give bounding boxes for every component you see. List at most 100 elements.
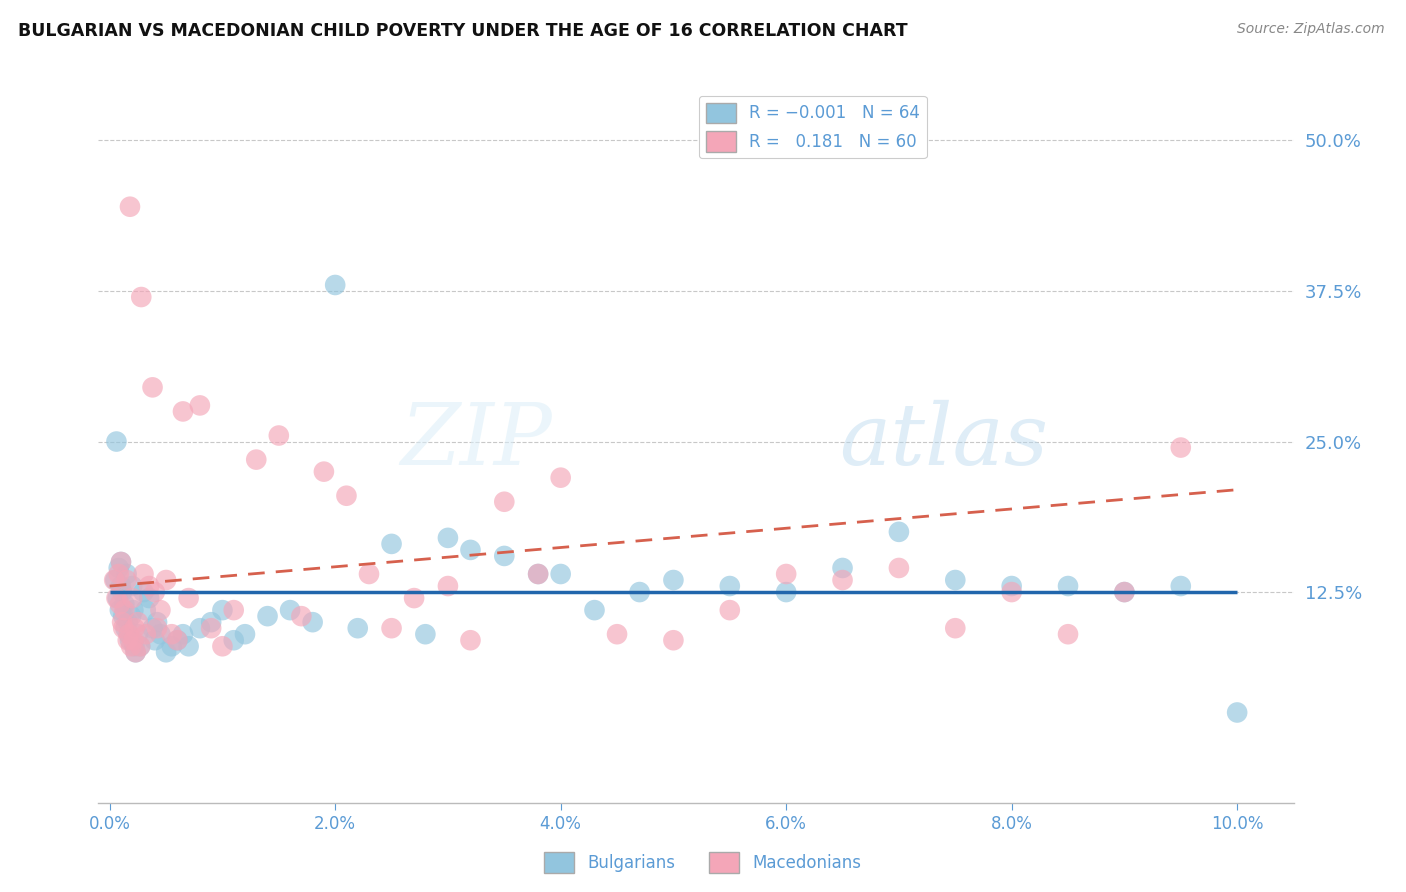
Point — [160, 627, 183, 641]
Point — [1170, 441, 1192, 455]
Point — [129, 639, 152, 653]
Point — [146, 621, 169, 635]
Point — [118, 627, 141, 641]
Point — [256, 609, 278, 624]
Point — [606, 627, 628, 641]
Point — [831, 561, 853, 575]
Point — [550, 567, 572, 582]
Point — [110, 555, 132, 569]
Point — [1170, 579, 1192, 593]
Point — [105, 591, 128, 606]
Point — [662, 633, 685, 648]
Point — [146, 615, 169, 630]
Point — [129, 639, 152, 653]
Point — [583, 603, 606, 617]
Point — [172, 404, 194, 418]
Point — [129, 290, 152, 304]
Point — [494, 494, 516, 508]
Point — [200, 621, 222, 635]
Point — [1226, 706, 1249, 720]
Point — [117, 615, 139, 630]
Point — [1057, 579, 1080, 593]
Point — [127, 615, 149, 630]
Point — [718, 603, 741, 617]
Point — [775, 567, 797, 582]
Point — [105, 434, 128, 449]
Point — [124, 645, 146, 659]
Point — [122, 603, 145, 617]
Point — [108, 603, 131, 617]
Point — [143, 633, 166, 648]
Point — [124, 645, 146, 659]
Point — [357, 567, 380, 582]
Point — [120, 639, 142, 653]
Point — [166, 633, 188, 648]
Point — [117, 633, 139, 648]
Point — [550, 471, 572, 485]
Point — [312, 465, 335, 479]
Point — [301, 615, 323, 630]
Point — [107, 567, 129, 582]
Point — [1057, 627, 1080, 641]
Point — [177, 639, 200, 653]
Point — [115, 573, 138, 587]
Text: BULGARIAN VS MACEDONIAN CHILD POVERTY UNDER THE AGE OF 16 CORRELATION CHART: BULGARIAN VS MACEDONIAN CHILD POVERTY UN… — [18, 22, 908, 40]
Point — [121, 591, 143, 606]
Point — [127, 627, 149, 641]
Point — [108, 597, 131, 611]
Point — [177, 591, 200, 606]
Point — [1001, 585, 1024, 599]
Point — [233, 627, 256, 641]
Point — [718, 579, 741, 593]
Point — [110, 555, 132, 569]
Point — [200, 615, 222, 630]
Point — [415, 627, 437, 641]
Point — [155, 573, 177, 587]
Point — [143, 585, 166, 599]
Point — [135, 627, 157, 641]
Point — [112, 603, 135, 617]
Point — [166, 633, 188, 648]
Text: atlas: atlas — [839, 401, 1049, 483]
Point — [118, 633, 141, 648]
Point — [135, 603, 157, 617]
Point — [380, 537, 402, 551]
Point — [943, 573, 966, 587]
Point — [141, 621, 163, 635]
Point — [132, 585, 155, 599]
Point — [160, 639, 183, 653]
Text: Source: ZipAtlas.com: Source: ZipAtlas.com — [1237, 22, 1385, 37]
Point — [290, 609, 312, 624]
Point — [775, 585, 797, 599]
Point — [115, 567, 138, 582]
Point — [149, 603, 172, 617]
Point — [346, 621, 368, 635]
Point — [104, 573, 127, 587]
Point — [222, 603, 245, 617]
Point — [662, 573, 685, 587]
Point — [120, 609, 142, 624]
Point — [122, 633, 145, 648]
Point — [335, 489, 357, 503]
Point — [107, 591, 129, 606]
Point — [887, 524, 910, 539]
Point — [527, 567, 550, 582]
Point — [267, 428, 290, 442]
Point — [124, 639, 146, 653]
Point — [110, 579, 132, 593]
Point — [124, 621, 146, 635]
Point — [437, 531, 460, 545]
Point — [112, 609, 135, 624]
Point — [107, 561, 129, 575]
Point — [222, 633, 245, 648]
Point — [121, 579, 143, 593]
Point — [111, 585, 134, 599]
Point — [460, 542, 482, 557]
Point — [1114, 585, 1136, 599]
Point — [887, 561, 910, 575]
Point — [132, 567, 155, 582]
Point — [211, 603, 233, 617]
Point — [628, 585, 651, 599]
Point — [118, 200, 141, 214]
Point — [323, 277, 346, 292]
